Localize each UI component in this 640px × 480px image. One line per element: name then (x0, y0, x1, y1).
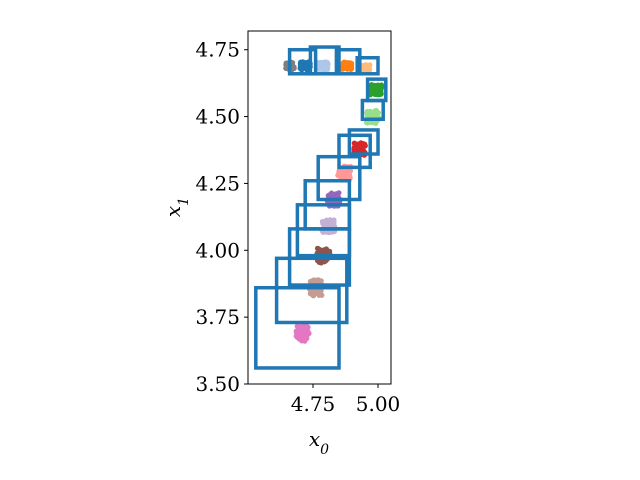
data-point (369, 82, 375, 88)
cluster-8 (366, 82, 385, 98)
y-tick-label: 4.75 (195, 38, 240, 62)
x-ticks: 4.75 5.00 (291, 384, 401, 416)
data-point (310, 277, 316, 284)
y-tick-label: 4.00 (195, 238, 240, 262)
bounding-boxes (254, 45, 388, 370)
bounding-box-10 (355, 55, 380, 76)
data-point (304, 64, 310, 70)
data-point (302, 338, 308, 344)
data-point (372, 108, 378, 114)
cluster-10 (339, 59, 355, 72)
y-axis-label-subscript: 1 (176, 197, 192, 206)
y-axis-label: x1 (161, 197, 192, 217)
data-point (323, 229, 329, 235)
data-point (319, 292, 325, 298)
data-point (315, 278, 321, 284)
data-point (373, 86, 380, 92)
cluster-11 (315, 59, 331, 73)
data-point (283, 61, 289, 67)
bounding-box-12 (308, 45, 341, 76)
y-tick-label: 4.50 (195, 105, 240, 129)
data-point (360, 140, 366, 147)
data-point (310, 290, 316, 297)
data-point (331, 217, 337, 223)
data-point (317, 62, 323, 68)
y-tick-label: 3.50 (195, 372, 240, 396)
data-point (315, 245, 321, 252)
bounding-box-11 (334, 47, 362, 76)
bounding-box-9 (365, 77, 388, 103)
data-point (299, 63, 305, 69)
x-tick-label: 4.75 (291, 392, 336, 416)
data-point (296, 325, 302, 331)
cluster-3 (319, 217, 338, 236)
data-point (344, 66, 350, 72)
data-point (366, 66, 372, 72)
y-tick-label: 3.75 (195, 305, 240, 329)
plot-frame (247, 30, 392, 385)
data-point (328, 191, 334, 197)
data-point (323, 65, 329, 71)
data-point (364, 108, 370, 115)
data-point (360, 64, 367, 71)
y-tick-label: 4.25 (195, 171, 240, 195)
cluster-0 (293, 322, 312, 344)
data-point (348, 61, 355, 67)
data-point (372, 112, 378, 118)
data-point (298, 331, 305, 337)
bounding-box-6 (337, 133, 372, 170)
y-ticks: 3.50 3.75 4.00 4.25 4.50 4.75 (195, 38, 248, 396)
data-point (346, 171, 352, 178)
x-axis-label: x0 (309, 427, 329, 458)
x-axis-label-subscript: 0 (320, 442, 329, 458)
bounding-box-13 (287, 47, 318, 76)
data-point (367, 62, 373, 68)
bounding-box-4 (303, 179, 352, 231)
cluster-7 (363, 107, 382, 126)
x-tick-label: 5.00 (356, 392, 401, 416)
data-point (293, 333, 299, 339)
data-point (316, 66, 322, 72)
bounding-box-1 (274, 256, 349, 325)
data-point (336, 190, 342, 196)
data-point (378, 88, 384, 95)
bounding-box-7 (347, 128, 380, 156)
data-point (321, 219, 327, 225)
data-point (327, 220, 333, 226)
data-point (339, 66, 346, 72)
data-point (373, 90, 379, 96)
data-point (339, 171, 345, 177)
bounding-box-0 (254, 285, 341, 370)
data-point (306, 330, 312, 336)
